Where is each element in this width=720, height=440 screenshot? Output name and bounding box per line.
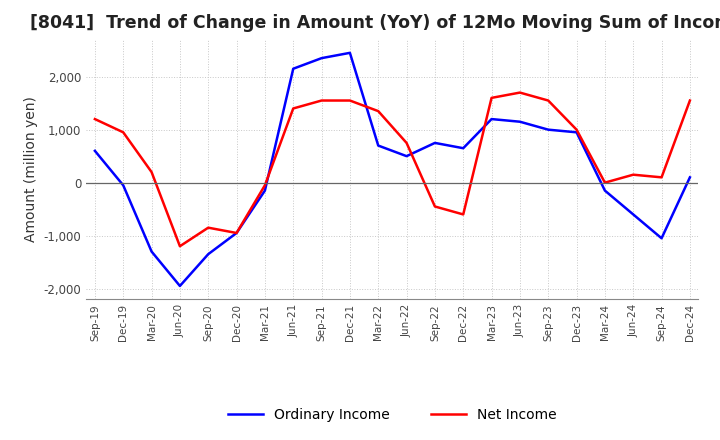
Net Income [629, 172, 637, 177]
Ordinary Income [346, 50, 354, 55]
Title: [8041]  Trend of Change in Amount (YoY) of 12Mo Moving Sum of Incomes: [8041] Trend of Change in Amount (YoY) o… [30, 15, 720, 33]
Ordinary Income [459, 146, 467, 151]
Legend: Ordinary Income, Net Income: Ordinary Income, Net Income [222, 402, 562, 427]
Ordinary Income [487, 117, 496, 122]
Ordinary Income [204, 252, 212, 257]
Ordinary Income [516, 119, 524, 125]
Net Income [572, 127, 581, 132]
Ordinary Income [544, 127, 552, 132]
Net Income [91, 117, 99, 122]
Net Income [204, 225, 212, 230]
Net Income [402, 140, 411, 146]
Net Income [346, 98, 354, 103]
Net Income [233, 230, 241, 235]
Ordinary Income [402, 154, 411, 159]
Ordinary Income [91, 148, 99, 154]
Net Income [148, 169, 156, 175]
Y-axis label: Amount (million yen): Amount (million yen) [24, 96, 38, 242]
Line: Ordinary Income: Ordinary Income [95, 53, 690, 286]
Ordinary Income [318, 55, 326, 61]
Ordinary Income [233, 230, 241, 235]
Line: Net Income: Net Income [95, 92, 690, 246]
Net Income [600, 180, 609, 185]
Net Income [119, 130, 127, 135]
Net Income [459, 212, 467, 217]
Ordinary Income [600, 188, 609, 193]
Net Income [176, 244, 184, 249]
Net Income [374, 109, 382, 114]
Ordinary Income [657, 236, 666, 241]
Ordinary Income [431, 140, 439, 146]
Ordinary Income [374, 143, 382, 148]
Ordinary Income [685, 175, 694, 180]
Net Income [685, 98, 694, 103]
Ordinary Income [176, 283, 184, 289]
Net Income [431, 204, 439, 209]
Ordinary Income [119, 183, 127, 188]
Net Income [318, 98, 326, 103]
Net Income [516, 90, 524, 95]
Net Income [289, 106, 297, 111]
Net Income [657, 175, 666, 180]
Ordinary Income [261, 188, 269, 193]
Ordinary Income [289, 66, 297, 71]
Ordinary Income [572, 130, 581, 135]
Ordinary Income [148, 249, 156, 254]
Net Income [487, 95, 496, 100]
Ordinary Income [629, 212, 637, 217]
Net Income [261, 183, 269, 188]
Net Income [544, 98, 552, 103]
